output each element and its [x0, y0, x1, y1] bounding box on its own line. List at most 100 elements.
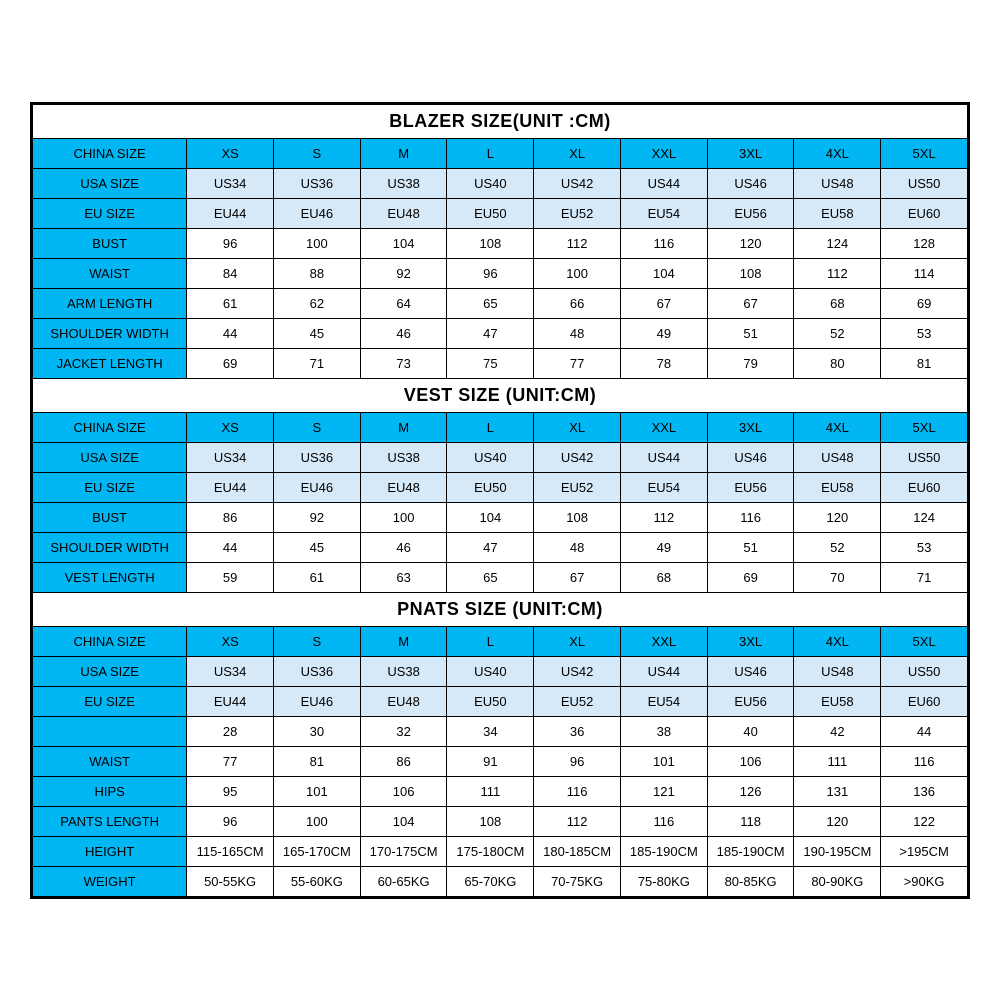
cell: US42 — [534, 442, 621, 472]
cell: 116 — [534, 776, 621, 806]
cell: M — [360, 626, 447, 656]
size-chart: BLAZER SIZE(UNIT :CM)CHINA SIZEXSSMLXLXX… — [30, 102, 970, 899]
cell: 46 — [360, 532, 447, 562]
cell: 5XL — [881, 412, 968, 442]
cell: US46 — [707, 168, 794, 198]
cell: 115-165CM — [187, 836, 274, 866]
cell: US38 — [360, 168, 447, 198]
cell: 34 — [447, 716, 534, 746]
cell: EU50 — [447, 198, 534, 228]
cell: US42 — [534, 656, 621, 686]
table-row: CHINA SIZEXSSMLXLXXL3XL4XL5XL — [33, 626, 968, 656]
cell: 51 — [707, 318, 794, 348]
cell: 44 — [187, 532, 274, 562]
cell: 68 — [620, 562, 707, 592]
cell: EU58 — [794, 472, 881, 502]
cell: US34 — [187, 656, 274, 686]
cell: 81 — [273, 746, 360, 776]
table-row: BUST8692100104108112116120124 — [33, 502, 968, 532]
cell: US34 — [187, 168, 274, 198]
cell: EU46 — [273, 472, 360, 502]
cell: 80 — [794, 348, 881, 378]
table-row: BUST96100104108112116120124128 — [33, 228, 968, 258]
cell: 80-85KG — [707, 866, 794, 896]
cell: US38 — [360, 442, 447, 472]
cell: 47 — [447, 532, 534, 562]
cell: EU52 — [534, 198, 621, 228]
row-label: VEST LENGTH — [33, 562, 187, 592]
cell: 124 — [881, 502, 968, 532]
cell: 30 — [273, 716, 360, 746]
cell: US44 — [620, 656, 707, 686]
table-row: USA SIZEUS34US36US38US40US42US44US46US48… — [33, 168, 968, 198]
table-row: 283032343638404244 — [33, 716, 968, 746]
cell: 108 — [707, 258, 794, 288]
row-label: WEIGHT — [33, 866, 187, 896]
cell: 48 — [534, 318, 621, 348]
cell: 96 — [447, 258, 534, 288]
cell: EU50 — [447, 472, 534, 502]
cell: 185-190CM — [707, 836, 794, 866]
table-row: VEST LENGTH596163656768697071 — [33, 562, 968, 592]
cell: 122 — [881, 806, 968, 836]
cell: 67 — [534, 562, 621, 592]
cell: EU54 — [620, 472, 707, 502]
cell: US40 — [447, 442, 534, 472]
cell: 4XL — [794, 138, 881, 168]
cell: L — [447, 626, 534, 656]
cell: 32 — [360, 716, 447, 746]
cell: 170-175CM — [360, 836, 447, 866]
row-label: WAIST — [33, 258, 187, 288]
row-label — [33, 716, 187, 746]
row-label: SHOULDER WIDTH — [33, 318, 187, 348]
cell: 3XL — [707, 138, 794, 168]
cell: 46 — [360, 318, 447, 348]
cell: EU60 — [881, 198, 968, 228]
cell: 65 — [447, 288, 534, 318]
row-label: HEIGHT — [33, 836, 187, 866]
cell: 49 — [620, 532, 707, 562]
cell: US50 — [881, 168, 968, 198]
row-label: CHINA SIZE — [33, 412, 187, 442]
cell: 78 — [620, 348, 707, 378]
cell: US48 — [794, 656, 881, 686]
table-row: SHOULDER WIDTH444546474849515253 — [33, 532, 968, 562]
cell: EU48 — [360, 472, 447, 502]
cell: EU52 — [534, 472, 621, 502]
cell: 106 — [360, 776, 447, 806]
cell: EU48 — [360, 198, 447, 228]
table-row: USA SIZEUS34US36US38US40US42US44US46US48… — [33, 442, 968, 472]
cell: EU44 — [187, 198, 274, 228]
cell: 185-190CM — [620, 836, 707, 866]
cell: 112 — [534, 806, 621, 836]
table-row: WAIST84889296100104108112114 — [33, 258, 968, 288]
cell: EU56 — [707, 198, 794, 228]
cell: 112 — [534, 228, 621, 258]
cell: 62 — [273, 288, 360, 318]
cell: >195CM — [881, 836, 968, 866]
cell: 91 — [447, 746, 534, 776]
cell: US46 — [707, 656, 794, 686]
cell: 69 — [881, 288, 968, 318]
cell: EU58 — [794, 686, 881, 716]
cell: 60-65KG — [360, 866, 447, 896]
cell: US40 — [447, 168, 534, 198]
cell: US50 — [881, 656, 968, 686]
cell: US36 — [273, 168, 360, 198]
cell: 96 — [187, 806, 274, 836]
cell: 100 — [273, 228, 360, 258]
cell: US38 — [360, 656, 447, 686]
row-label: BUST — [33, 228, 187, 258]
cell: 65-70KG — [447, 866, 534, 896]
table-row: HEIGHT115-165CM165-170CM170-175CM175-180… — [33, 836, 968, 866]
cell: 42 — [794, 716, 881, 746]
cell: 75-80KG — [620, 866, 707, 896]
cell: 47 — [447, 318, 534, 348]
cell: 114 — [881, 258, 968, 288]
cell: US44 — [620, 442, 707, 472]
row-label: USA SIZE — [33, 656, 187, 686]
cell: 48 — [534, 532, 621, 562]
cell: US44 — [620, 168, 707, 198]
cell: 95 — [187, 776, 274, 806]
cell: 36 — [534, 716, 621, 746]
